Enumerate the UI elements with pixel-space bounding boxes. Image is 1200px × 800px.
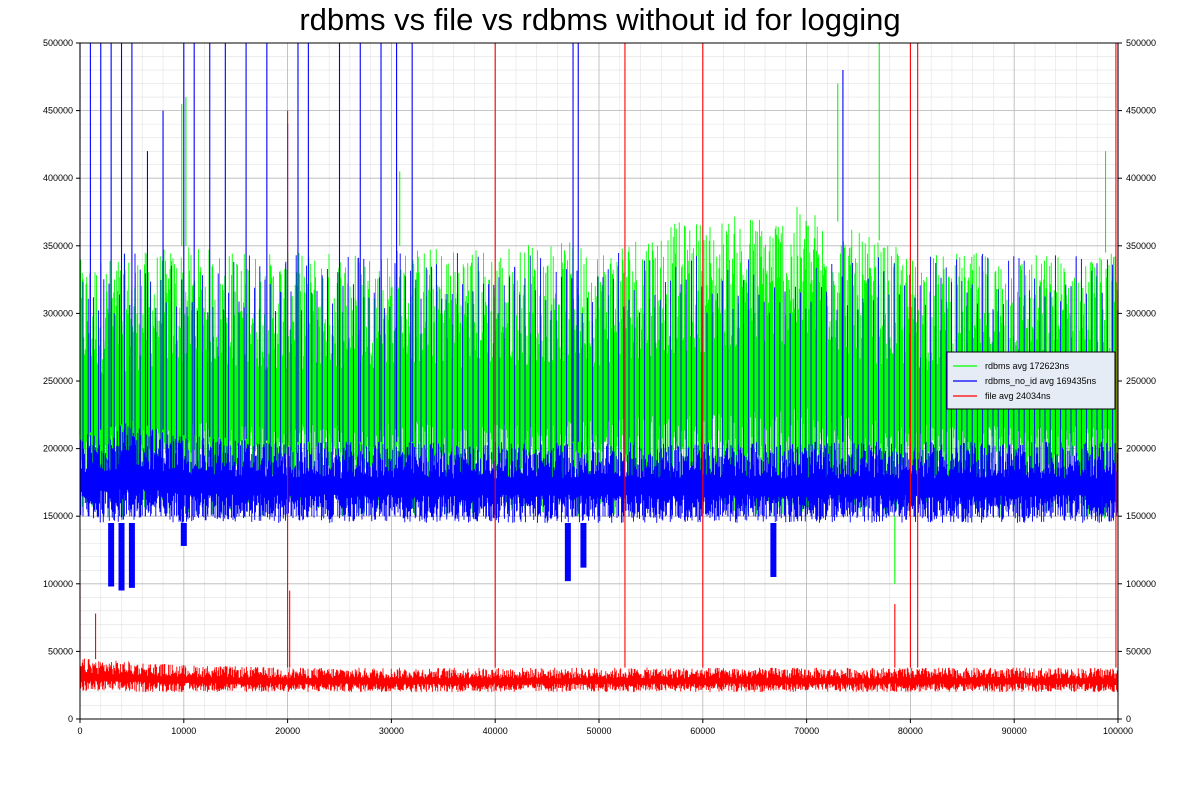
y-tick-label-left: 250000 [43, 376, 73, 386]
y-tick-label-left: 200000 [43, 444, 73, 454]
chart-title: rdbms vs file vs rdbms without id for lo… [299, 2, 901, 37]
y-tick-label-left: 0 [68, 714, 73, 724]
legend-label-file: file avg 24034ns [985, 391, 1051, 401]
y-tick-label-right: 450000 [1126, 106, 1156, 116]
series-periodic-spikes-rdbms-no-id [82, 253, 1119, 517]
series-file [79, 43, 1119, 692]
x-tick-label: 90000 [1002, 726, 1027, 736]
y-tick-label-right: 350000 [1126, 241, 1156, 251]
y-tick-label-left: 150000 [43, 511, 73, 521]
series-layer [79, 43, 1119, 692]
x-tick-label: 70000 [794, 726, 819, 736]
y-tick-label-right: 100000 [1126, 579, 1156, 589]
y-tick-label-right: 150000 [1126, 511, 1156, 521]
x-tick-label: 20000 [275, 726, 300, 736]
x-tick-label: 60000 [690, 726, 715, 736]
x-tick-label: 30000 [379, 726, 404, 736]
legend-label-rdbms-no-id: rdbms_no_id avg 169435ns [985, 376, 1097, 386]
y-tick-label-right: 400000 [1126, 173, 1156, 183]
y-tick-label-right: 300000 [1126, 308, 1156, 318]
y-tick-label-right: 250000 [1126, 376, 1156, 386]
x-tick-label: 50000 [586, 726, 611, 736]
axes-layer: 0 10000 20000 30000 40000 50000 60000 70000 8000… [43, 38, 1156, 736]
y-tick-label-left: 500000 [43, 38, 73, 48]
y-tick-label-left: 350000 [43, 241, 73, 251]
y-tick-label-left: 100000 [43, 579, 73, 589]
x-tick-label: 10000 [171, 726, 196, 736]
y-tick-label-left: 50000 [48, 646, 73, 656]
x-tick-label: 0 [77, 726, 82, 736]
y-tick-label-right: 200000 [1126, 444, 1156, 454]
x-tick-label: 40000 [483, 726, 508, 736]
y-tick-label-right: 50000 [1126, 646, 1151, 656]
y-tick-label-left: 300000 [43, 308, 73, 318]
y-tick-label-right: 0 [1126, 714, 1131, 724]
y-tick-label-right: 500000 [1126, 38, 1156, 48]
x-tick-label: 80000 [898, 726, 923, 736]
legend: rdbms avg 172623ns rdbms_no_id avg 169435… [946, 351, 1116, 410]
x-tick-label: 100000 [1103, 726, 1133, 736]
legend-label-rdbms: rdbms avg 172623ns [985, 361, 1070, 371]
y-tick-label-left: 400000 [43, 173, 73, 183]
y-tick-label-left: 450000 [43, 106, 73, 116]
